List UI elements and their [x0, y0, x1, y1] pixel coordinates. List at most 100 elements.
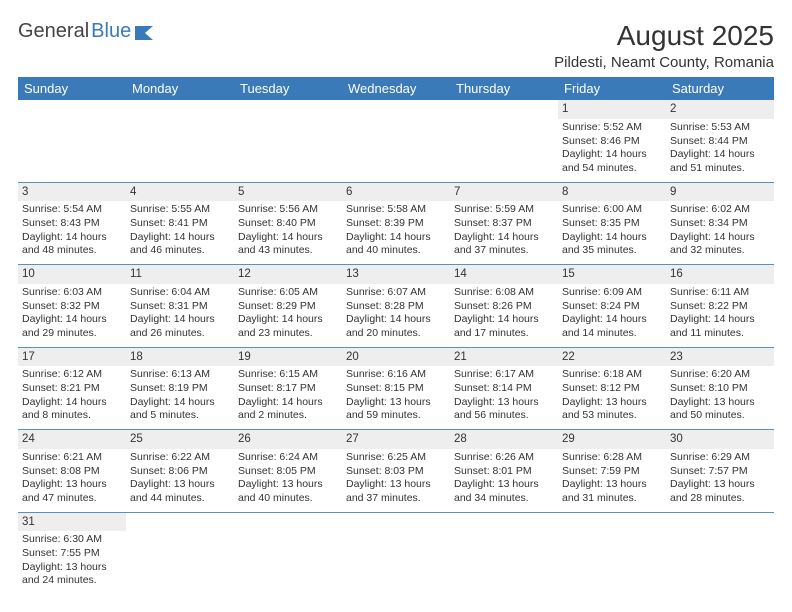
- sunrise-text: Sunrise: 6:04 AM: [130, 286, 230, 300]
- daylight-text-1: Daylight: 14 hours: [670, 148, 770, 162]
- sunrise-text: Sunrise: 5:55 AM: [130, 203, 230, 217]
- day-data-cell: Sunrise: 6:12 AMSunset: 8:21 PMDaylight:…: [18, 366, 126, 429]
- sunrise-text: Sunrise: 6:16 AM: [346, 368, 446, 382]
- day-number-cell: 14: [450, 265, 558, 284]
- sunrise-text: Sunrise: 5:52 AM: [562, 121, 662, 135]
- day-data-cell: Sunrise: 5:56 AMSunset: 8:40 PMDaylight:…: [234, 201, 342, 264]
- daylight-text-1: Daylight: 13 hours: [562, 396, 662, 410]
- day-number-cell: 3: [18, 182, 126, 201]
- daylight-text-2: and 11 minutes.: [670, 327, 770, 341]
- daylight-text-2: and 23 minutes.: [238, 327, 338, 341]
- day-data-cell: Sunrise: 5:59 AMSunset: 8:37 PMDaylight:…: [450, 201, 558, 264]
- daylight-text-1: Daylight: 13 hours: [346, 478, 446, 492]
- day-number-cell: 2: [666, 100, 774, 119]
- sunset-text: Sunset: 8:03 PM: [346, 465, 446, 479]
- day-number-cell: 29: [558, 430, 666, 449]
- daylight-text-1: Daylight: 13 hours: [670, 396, 770, 410]
- col-sunday: Sunday: [18, 77, 126, 100]
- sunset-text: Sunset: 8:05 PM: [238, 465, 338, 479]
- sunrise-text: Sunrise: 6:00 AM: [562, 203, 662, 217]
- day-number-cell: 18: [126, 347, 234, 366]
- sunset-text: Sunset: 8:14 PM: [454, 382, 554, 396]
- day-data-cell: Sunrise: 6:21 AMSunset: 8:08 PMDaylight:…: [18, 449, 126, 512]
- sunrise-text: Sunrise: 6:29 AM: [670, 451, 770, 465]
- daylight-text-1: Daylight: 14 hours: [22, 313, 122, 327]
- logo: GeneralBlue: [18, 20, 157, 43]
- day-number-cell: 19: [234, 347, 342, 366]
- day-data-cell: Sunrise: 6:29 AMSunset: 7:57 PMDaylight:…: [666, 449, 774, 512]
- sunrise-text: Sunrise: 6:11 AM: [670, 286, 770, 300]
- daylight-text-1: Daylight: 14 hours: [454, 231, 554, 245]
- daylight-text-2: and 37 minutes.: [454, 244, 554, 258]
- sunrise-text: Sunrise: 5:54 AM: [22, 203, 122, 217]
- daylight-text-1: Daylight: 14 hours: [562, 313, 662, 327]
- sunset-text: Sunset: 8:26 PM: [454, 300, 554, 314]
- daylight-text-2: and 28 minutes.: [670, 492, 770, 506]
- day-number-cell: 20: [342, 347, 450, 366]
- day-number-cell: 9: [666, 182, 774, 201]
- sunset-text: Sunset: 7:55 PM: [22, 547, 122, 561]
- data-row: Sunrise: 6:21 AMSunset: 8:08 PMDaylight:…: [18, 449, 774, 512]
- day-data-cell: [558, 531, 666, 594]
- daylight-text-2: and 53 minutes.: [562, 409, 662, 423]
- sunset-text: Sunset: 8:24 PM: [562, 300, 662, 314]
- day-number-cell: 17: [18, 347, 126, 366]
- day-data-cell: [234, 531, 342, 594]
- daylight-text-1: Daylight: 14 hours: [562, 231, 662, 245]
- sunrise-text: Sunrise: 6:15 AM: [238, 368, 338, 382]
- data-row: Sunrise: 6:03 AMSunset: 8:32 PMDaylight:…: [18, 284, 774, 347]
- day-number-cell: [450, 100, 558, 119]
- sunset-text: Sunset: 7:57 PM: [670, 465, 770, 479]
- day-number-cell: 15: [558, 265, 666, 284]
- daylight-text-2: and 32 minutes.: [670, 244, 770, 258]
- sunrise-text: Sunrise: 6:22 AM: [130, 451, 230, 465]
- daylight-text-2: and 17 minutes.: [454, 327, 554, 341]
- day-number-cell: [342, 100, 450, 119]
- day-number-cell: 30: [666, 430, 774, 449]
- sunset-text: Sunset: 8:31 PM: [130, 300, 230, 314]
- daylight-text-2: and 40 minutes.: [346, 244, 446, 258]
- daylight-text-1: Daylight: 14 hours: [670, 231, 770, 245]
- daylight-text-1: Daylight: 14 hours: [670, 313, 770, 327]
- day-data-cell: Sunrise: 6:22 AMSunset: 8:06 PMDaylight:…: [126, 449, 234, 512]
- location: Pildesti, Neamt County, Romania: [554, 54, 774, 71]
- daylight-text-2: and 8 minutes.: [22, 409, 122, 423]
- sunset-text: Sunset: 8:39 PM: [346, 217, 446, 231]
- sunrise-text: Sunrise: 6:02 AM: [670, 203, 770, 217]
- day-number-cell: 21: [450, 347, 558, 366]
- day-data-cell: Sunrise: 6:13 AMSunset: 8:19 PMDaylight:…: [126, 366, 234, 429]
- col-thursday: Thursday: [450, 77, 558, 100]
- day-data-cell: [450, 531, 558, 594]
- logo-text-2: Blue: [91, 20, 131, 43]
- data-row: Sunrise: 5:52 AMSunset: 8:46 PMDaylight:…: [18, 119, 774, 182]
- daylight-text-2: and 40 minutes.: [238, 492, 338, 506]
- sunset-text: Sunset: 8:32 PM: [22, 300, 122, 314]
- day-data-cell: Sunrise: 6:30 AMSunset: 7:55 PMDaylight:…: [18, 531, 126, 594]
- daylight-text-2: and 44 minutes.: [130, 492, 230, 506]
- daylight-text-2: and 14 minutes.: [562, 327, 662, 341]
- day-number-cell: [666, 512, 774, 531]
- day-number-cell: [126, 100, 234, 119]
- day-data-cell: Sunrise: 6:03 AMSunset: 8:32 PMDaylight:…: [18, 284, 126, 347]
- day-number-cell: 8: [558, 182, 666, 201]
- day-data-cell: Sunrise: 5:52 AMSunset: 8:46 PMDaylight:…: [558, 119, 666, 182]
- data-row: Sunrise: 6:30 AMSunset: 7:55 PMDaylight:…: [18, 531, 774, 594]
- sunrise-text: Sunrise: 5:56 AM: [238, 203, 338, 217]
- day-number-cell: 25: [126, 430, 234, 449]
- col-saturday: Saturday: [666, 77, 774, 100]
- day-data-cell: Sunrise: 6:20 AMSunset: 8:10 PMDaylight:…: [666, 366, 774, 429]
- day-number-cell: 4: [126, 182, 234, 201]
- day-data-cell: Sunrise: 6:11 AMSunset: 8:22 PMDaylight:…: [666, 284, 774, 347]
- daylight-text-2: and 54 minutes.: [562, 162, 662, 176]
- daylight-text-2: and 29 minutes.: [22, 327, 122, 341]
- day-data-cell: Sunrise: 6:00 AMSunset: 8:35 PMDaylight:…: [558, 201, 666, 264]
- sunset-text: Sunset: 8:10 PM: [670, 382, 770, 396]
- day-data-cell: [342, 531, 450, 594]
- sunset-text: Sunset: 8:01 PM: [454, 465, 554, 479]
- sunset-text: Sunset: 8:37 PM: [454, 217, 554, 231]
- day-number-cell: 26: [234, 430, 342, 449]
- sunset-text: Sunset: 8:21 PM: [22, 382, 122, 396]
- daylight-text-2: and 56 minutes.: [454, 409, 554, 423]
- day-data-cell: [450, 119, 558, 182]
- day-data-cell: Sunrise: 6:18 AMSunset: 8:12 PMDaylight:…: [558, 366, 666, 429]
